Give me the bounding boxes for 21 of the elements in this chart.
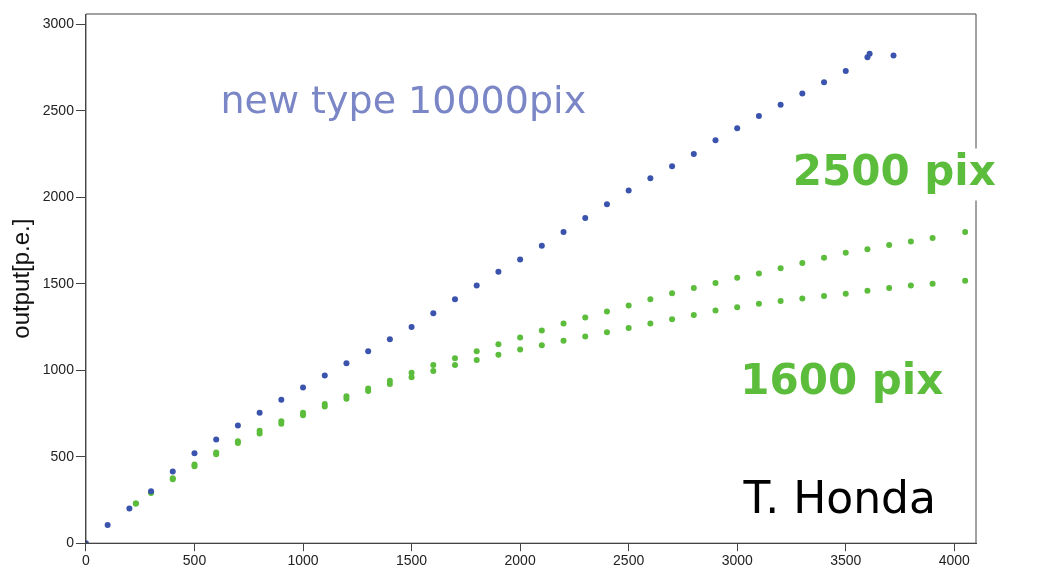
x-tick-label: 0: [82, 552, 91, 569]
series-label: 1600 pix: [740, 355, 944, 405]
x-tick-label: 2000: [504, 552, 536, 569]
y-tick-label: 0: [66, 534, 75, 551]
x-tick-label: 1000: [287, 552, 319, 569]
series-label: 2500 pix: [792, 146, 996, 196]
x-tick-label: 2500: [613, 552, 645, 569]
y-tick-label: 2500: [42, 101, 75, 118]
text: new type 10000pix: [220, 77, 587, 122]
y-tick-label: 500: [50, 447, 75, 464]
annotation: T. Honda: [742, 471, 936, 523]
y-tick-label: 3000: [42, 15, 75, 32]
x-tick-label: 3000: [721, 552, 753, 569]
x-tick-label: 500: [182, 552, 207, 569]
x-tick-label: 1500: [396, 552, 428, 569]
y-tick-label: 1500: [42, 274, 75, 291]
y-tick-label: 2000: [42, 188, 75, 205]
x-tick-label: 3500: [830, 552, 862, 569]
y-tick-label: 1000: [42, 361, 75, 378]
x-tick-label: 4000: [938, 552, 971, 569]
y-axis-title: output[p.e.]: [7, 218, 35, 339]
